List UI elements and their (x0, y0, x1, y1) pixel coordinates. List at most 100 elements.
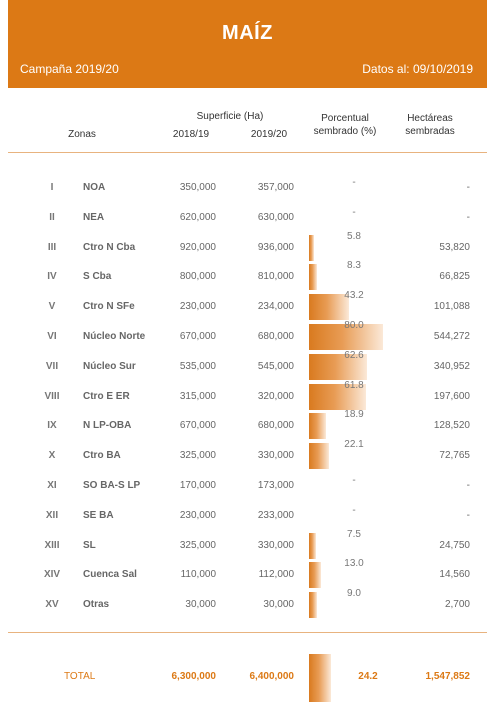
pct-bar (309, 294, 349, 320)
pct-bar (309, 264, 317, 290)
superficie-2018-19: 800,000 (179, 271, 216, 282)
header-zonas: Zonas (68, 129, 96, 140)
title-banner: MAÍZ Campaña 2019/20 Datos al: 09/10/201… (8, 0, 487, 88)
zone-name: S Cba (83, 271, 112, 282)
zone-name: Cuenca Sal (83, 569, 137, 580)
pct-bar (309, 413, 327, 439)
superficie-2018-19: 230,000 (179, 510, 216, 521)
zone-number: VIII (44, 391, 60, 402)
superficie-2018-19: 670,000 (179, 331, 216, 342)
zone-number: X (48, 450, 56, 461)
total-superficie-2018-19: 6,300,000 (171, 671, 217, 682)
zone-number: XV (45, 599, 59, 610)
pct-sembrado-label: 7.5 (347, 529, 361, 540)
zone-name: SE BA (83, 510, 114, 521)
pct-bar (309, 533, 316, 559)
pct-bar (309, 443, 330, 469)
zone-number: XI (47, 480, 57, 491)
superficie-2019-20: 357,000 (257, 182, 294, 193)
pct-sembrado-label: - (352, 177, 356, 188)
superficie-2018-19: 325,000 (179, 540, 216, 551)
zone-number: IX (47, 420, 57, 431)
pct-sembrado-label: 43.2 (344, 290, 364, 301)
hectareas-sembradas: 2,700 (444, 599, 470, 610)
header-2019-20: 2019/20 (250, 129, 288, 140)
superficie-2018-19: 170,000 (179, 480, 216, 491)
zone-number: III (47, 242, 57, 253)
pct-sembrado-label: - (352, 207, 356, 218)
total-hectareas-sembradas: 1,547,852 (425, 671, 471, 682)
header-hectareas-line2: sembradas (405, 126, 455, 137)
zone-name: Ctro E ER (83, 391, 130, 402)
zone-name: NEA (83, 212, 105, 223)
superficie-2018-19: 350,000 (179, 182, 216, 193)
superficie-2019-20: 630,000 (257, 212, 294, 223)
pct-bar (309, 384, 366, 410)
total-label: TOTAL (64, 671, 96, 682)
superficie-2018-19: 110,000 (180, 569, 216, 580)
hectareas-sembradas: - (466, 182, 470, 193)
total-pct-bar (309, 654, 332, 702)
header-hectareas: Hectáreas sembradas (392, 112, 468, 138)
hectareas-sembradas: 544,272 (433, 331, 470, 342)
superficie-2019-20: 810,000 (257, 271, 294, 282)
superficie-2019-20: 680,000 (257, 331, 294, 342)
hectareas-sembradas: - (466, 510, 470, 521)
superficie-2019-20: 330,000 (257, 450, 294, 461)
pct-sembrado-label: 18.9 (344, 409, 364, 420)
pct-bar (309, 592, 318, 618)
hectareas-sembradas: - (466, 480, 470, 491)
superficie-2018-19: 670,000 (179, 420, 216, 431)
zone-name: N LP-OBA (83, 420, 132, 431)
pct-sembrado-label: 80.0 (344, 320, 364, 331)
superficie-2018-19: 325,000 (179, 450, 216, 461)
total-pct-sembrado: 24.2 (358, 671, 378, 682)
zone-name: NOA (83, 182, 106, 193)
superficie-2019-20: 680,000 (257, 420, 294, 431)
hectareas-sembradas: - (466, 212, 470, 223)
pct-sembrado-label: 62.6 (344, 350, 364, 361)
superficie-2019-20: 320,000 (257, 391, 294, 402)
pct-sembrado-label: 61.8 (344, 380, 364, 391)
hectareas-sembradas: 24,750 (439, 540, 470, 551)
zone-name: Ctro BA (83, 450, 121, 461)
header-superficie: Superficie (Ha) (196, 111, 264, 122)
zone-name: Ctro N SFe (83, 301, 135, 312)
superficie-2018-19: 920,000 (179, 242, 216, 253)
header-hectareas-line1: Hectáreas (407, 113, 453, 124)
superficie-2019-20: 173,000 (257, 480, 294, 491)
header-porcentual: Porcentual sembrado (%) (305, 112, 385, 138)
superficie-2019-20: 30,000 (263, 599, 294, 610)
zone-name: Núcleo Sur (83, 361, 136, 372)
zone-number: XII (45, 510, 59, 521)
superficie-2018-19: 620,000 (179, 212, 216, 223)
hectareas-sembradas: 197,600 (433, 391, 470, 402)
pct-bar (309, 354, 367, 380)
hectareas-sembradas: 72,765 (439, 450, 470, 461)
hectareas-sembradas: 101,088 (433, 301, 470, 312)
zone-name: SL (83, 540, 96, 551)
total-superficie-2019-20: 6,400,000 (249, 671, 295, 682)
zone-name: Ctro N Cba (83, 242, 136, 253)
pct-sembrado-label: 5.8 (347, 231, 361, 242)
hectareas-sembradas: 53,820 (439, 242, 470, 253)
pct-sembrado-label: 13.0 (344, 558, 364, 569)
hectareas-sembradas: 128,520 (433, 420, 470, 431)
header-porcentual-line1: Porcentual (321, 113, 369, 124)
pct-sembrado-label: - (352, 505, 356, 516)
superficie-2018-19: 230,000 (179, 301, 216, 312)
hectareas-sembradas: 66,825 (439, 271, 470, 282)
superficie-2019-20: 112,000 (258, 569, 294, 580)
superficie-2018-19: 30,000 (185, 599, 216, 610)
zone-name: SO BA-S LP (83, 480, 141, 491)
campaign-label: Campaña 2019/20 (20, 62, 119, 76)
superficie-2018-19: 535,000 (179, 361, 216, 372)
header-2018-19: 2018/19 (172, 129, 210, 140)
header-porcentual-line2: sembrado (%) (313, 126, 377, 137)
zone-number: XIII (44, 540, 60, 551)
superficie-2019-20: 233,000 (257, 510, 294, 521)
hectareas-sembradas: 340,952 (433, 361, 470, 372)
total-divider (8, 632, 487, 633)
pct-bar (309, 235, 315, 261)
zone-name: Núcleo Norte (83, 331, 146, 342)
